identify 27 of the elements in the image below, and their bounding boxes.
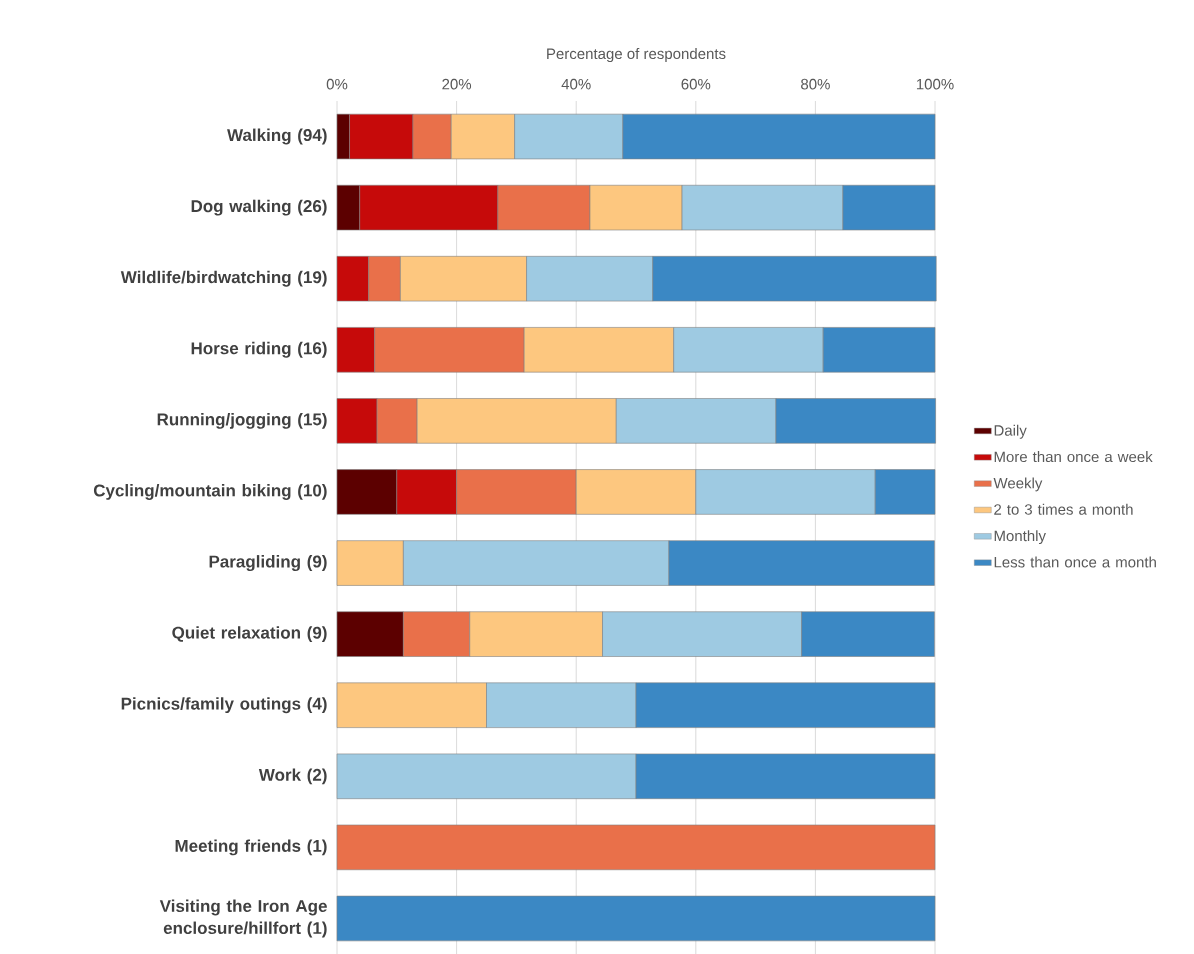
y-tick-label: Visiting the Iron Age enclosure/hillfort (1) — [159, 899, 327, 938]
legend-label: Less than once a month — [994, 556, 1156, 568]
x-tick-label: 80% — [801, 78, 830, 90]
bar — [336, 824, 936, 871]
legend-label: Monthly — [994, 530, 1046, 545]
y-tick-label: Paragliding (9) — [209, 555, 327, 572]
y-tick-label: Meeting friends (1) — [175, 839, 327, 856]
y-tick-label: Horse riding (16) — [191, 341, 327, 358]
bar — [336, 895, 936, 942]
y-tick-label: Picnics/family outings (4) — [121, 697, 327, 714]
y-tick-label: Cycling/mountain biking (10) — [93, 484, 327, 500]
x-tick-label: 100% — [916, 78, 954, 90]
x-tick-label: 40% — [561, 78, 591, 90]
y-tick-label: Work (2) — [258, 768, 327, 785]
x-tick-label: 20% — [442, 78, 472, 90]
legend-label: More than once a week — [994, 451, 1153, 463]
legend-label: Weekly — [993, 477, 1043, 492]
y-tick-label: Walking (94) — [227, 128, 327, 145]
y-tick-label: Quiet relaxation (9) — [172, 626, 327, 643]
y-tick-label: Wildlife/birdwatching (19) — [120, 270, 327, 287]
x-axis-title: Percentage of respondents — [547, 48, 726, 63]
y-tick-label: Running/jogging (15) — [157, 412, 327, 429]
y-tick-label: Dog walking (26) — [191, 199, 327, 216]
x-tick-label: 0% — [326, 78, 348, 90]
legend-label: Daily — [994, 424, 1027, 439]
x-tick-label: 60% — [681, 78, 711, 90]
legend-label: 2 to 3 times a month — [994, 503, 1133, 515]
